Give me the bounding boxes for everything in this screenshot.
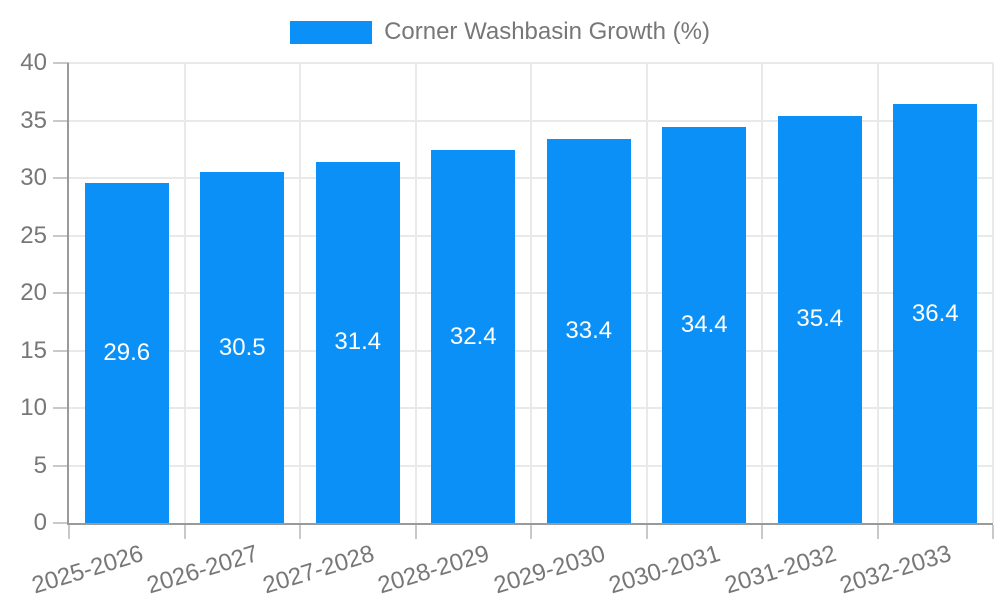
gridline-vertical [183, 63, 186, 523]
y-axis-tick-label: 20 [20, 279, 47, 306]
bar [546, 138, 631, 523]
bar-value-label: 29.6 [103, 338, 151, 366]
legend-label: Corner Washbasin Growth (%) [384, 18, 710, 45]
y-axis-tick-label: 0 [33, 509, 47, 536]
bar-value-label: 32.4 [449, 322, 497, 350]
bar-value-label: 31.4 [334, 328, 382, 356]
gridline-vertical [761, 63, 763, 523]
bar [200, 172, 285, 523]
legend[interactable]: Corner Washbasin Growth (%) [0, 19, 1000, 45]
gridline-vertical [876, 63, 879, 523]
y-axis-tick-label: 25 [20, 221, 47, 249]
y-axis-tick-label: 40 [20, 49, 47, 76]
bar-value-label: 35.4 [796, 305, 844, 333]
gridline-vertical [299, 63, 301, 523]
bar-value-label: 30.5 [218, 333, 266, 361]
bar [84, 182, 169, 523]
legend-swatch [290, 20, 373, 44]
y-axis-tick [53, 234, 69, 237]
x-axis-category-label: 2032-2033 [837, 540, 955, 600]
y-axis-tick [53, 62, 69, 64]
x-axis-tick [761, 525, 763, 539]
x-axis-tick [876, 525, 879, 539]
y-axis-tick-label: 10 [20, 394, 47, 421]
x-axis-category-label: 2025-2026 [28, 540, 147, 600]
y-axis-tick-label: 5 [33, 451, 47, 479]
gridline-vertical [530, 63, 532, 523]
y-axis-line [67, 63, 69, 525]
bar-value-label: 34.4 [680, 311, 728, 339]
bar-value-label: 36.4 [911, 299, 959, 327]
y-axis-tick-label: 30 [20, 164, 47, 191]
x-axis-tick [299, 525, 301, 539]
x-axis-category-label: 2031-2032 [721, 540, 840, 600]
x-axis-category-label: 2027-2028 [259, 540, 378, 600]
x-axis-tick [414, 525, 417, 539]
bar-value-label: 33.4 [565, 316, 613, 344]
y-axis-tick-label: 35 [20, 106, 47, 134]
x-axis-category-label: 2028-2029 [375, 540, 493, 600]
x-axis-category-label: 2026-2027 [144, 540, 262, 600]
y-axis-tick [53, 177, 69, 179]
x-axis-line [67, 523, 993, 525]
x-axis-tick [68, 525, 70, 539]
x-axis-tick [992, 525, 994, 539]
y-axis-tick [53, 349, 69, 352]
y-axis-tick [53, 464, 69, 467]
x-axis-category-label: 2030-2031 [606, 540, 724, 600]
x-axis-category-label: 2029-2030 [490, 540, 609, 600]
y-axis-tick [53, 407, 69, 409]
bar [431, 150, 516, 523]
gridline-vertical [414, 63, 417, 523]
y-axis-tick-label: 15 [20, 336, 47, 364]
y-axis-tick [53, 522, 69, 524]
bar [893, 104, 978, 523]
x-axis-tick [530, 525, 532, 539]
bar [662, 127, 747, 523]
y-axis-tick [53, 292, 69, 294]
x-axis-tick [645, 525, 648, 539]
gridline-vertical [992, 63, 994, 523]
y-axis-tick [53, 119, 69, 122]
bar [777, 115, 862, 523]
bar [315, 161, 400, 523]
gridline-vertical [645, 63, 648, 523]
x-axis-tick [183, 525, 186, 539]
